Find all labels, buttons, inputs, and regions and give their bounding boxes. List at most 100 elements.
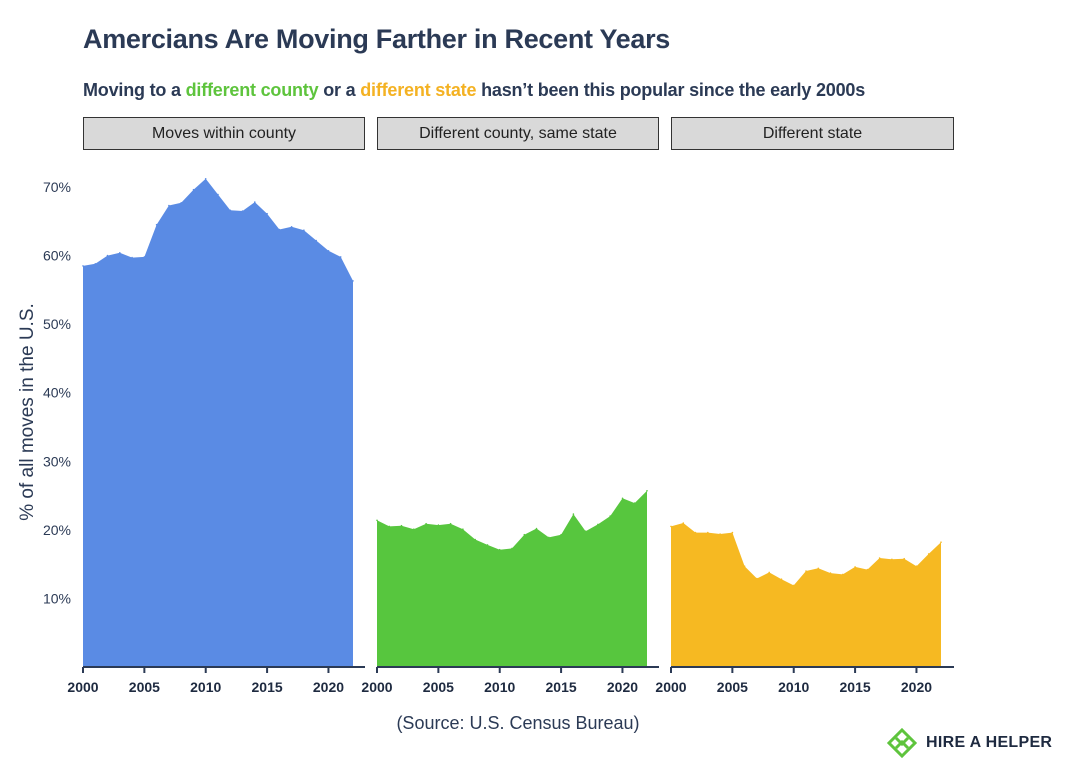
data-point-within-county: [155, 223, 158, 226]
data-point-within-county: [254, 201, 256, 203]
data-point-different-county: [535, 527, 538, 530]
data-point-within-county: [278, 228, 281, 231]
data-point-different-state: [756, 577, 758, 580]
x-tick-label: 2010: [778, 679, 809, 695]
data-point-within-county: [303, 229, 305, 231]
data-point-different-state: [780, 578, 783, 580]
subtitle-part-2: or a: [318, 80, 361, 100]
data-point-different-county: [376, 519, 378, 522]
data-point-different-county: [413, 528, 415, 530]
data-point-different-state: [829, 572, 832, 574]
data-point-different-state: [707, 531, 709, 534]
area-different-county: [377, 490, 647, 667]
data-point-different-county: [498, 548, 501, 551]
data-point-different-county: [609, 515, 611, 517]
data-point-different-state: [927, 553, 930, 555]
data-point-different-county: [621, 497, 624, 500]
x-tick-label: 2015: [546, 679, 577, 695]
data-point-different-state: [854, 566, 856, 568]
data-point-within-county: [180, 202, 182, 204]
y-tick-label: 20%: [43, 522, 71, 538]
y-tick-label: 50%: [43, 316, 71, 332]
data-point-different-state: [792, 584, 795, 587]
data-point-within-county: [352, 280, 354, 282]
data-point-within-county: [119, 252, 121, 254]
data-point-different-state: [682, 522, 685, 524]
data-point-different-county: [400, 524, 403, 527]
data-point-within-county: [131, 256, 133, 259]
x-tick-label: 2015: [840, 679, 871, 695]
x-tick-label: 2020: [901, 679, 932, 695]
data-point-different-county: [523, 533, 526, 536]
data-point-within-county: [94, 263, 97, 265]
data-point-different-state: [731, 531, 734, 534]
data-point-different-county: [560, 533, 562, 536]
data-point-different-county: [425, 522, 427, 525]
data-point-within-county: [106, 254, 109, 257]
x-tick-label: 2010: [190, 679, 221, 695]
data-point-different-state: [817, 567, 820, 570]
data-point-different-state: [866, 568, 869, 571]
y-tick-label: 30%: [43, 453, 71, 469]
data-point-different-state: [694, 531, 697, 534]
area-within-county: [83, 178, 353, 668]
data-point-different-county: [646, 490, 648, 492]
data-point-different-county: [437, 524, 440, 526]
x-tick-label: 2020: [607, 679, 638, 695]
x-tick-label: 2015: [252, 679, 283, 695]
data-point-different-county: [474, 538, 477, 541]
y-tick-label: 60%: [43, 248, 71, 264]
facet-header-different-state: Different state: [671, 117, 954, 150]
facet-header-within-county: Moves within county: [83, 117, 365, 150]
data-point-different-county: [572, 513, 575, 515]
area-different-state: [671, 523, 941, 667]
subtitle-highlight-county: different county: [185, 80, 319, 100]
data-point-within-county: [82, 265, 84, 267]
x-tick-label: 2020: [313, 679, 344, 695]
data-point-within-county: [339, 256, 342, 258]
data-point-within-county: [143, 256, 146, 258]
data-point-within-county: [204, 178, 207, 180]
data-point-within-county: [290, 226, 293, 228]
data-point-within-county: [229, 209, 232, 212]
data-point-within-county: [266, 212, 268, 215]
subtitle-highlight-state: different state: [360, 80, 477, 100]
hire-a-helper-logo-icon: [886, 728, 918, 758]
data-point-different-county: [597, 523, 599, 526]
data-point-different-state: [878, 557, 881, 559]
subtitle-part-1: Moving to a: [83, 80, 186, 100]
source-note: (Source: U.S. Census Bureau): [396, 713, 640, 733]
x-tick-label: 2005: [423, 679, 454, 695]
data-point-within-county: [192, 188, 195, 191]
data-point-different-state: [768, 571, 770, 574]
data-point-different-state: [670, 525, 672, 528]
x-tick-label: 2000: [655, 679, 686, 695]
data-point-different-county: [511, 547, 513, 550]
data-point-different-county: [462, 528, 464, 530]
facet-header-different-county: Different county, same state: [377, 117, 659, 150]
data-point-different-state: [915, 565, 918, 567]
x-tick-label: 2000: [67, 679, 98, 695]
chart-title: Amercians Are Moving Farther in Recent Y…: [83, 24, 671, 54]
x-tick-label: 2010: [484, 679, 515, 695]
data-point-different-state: [805, 570, 807, 572]
brand-logo: HIRE A HELPER: [886, 728, 1052, 758]
x-tick-label: 2005: [717, 679, 748, 695]
data-point-within-county: [315, 239, 318, 242]
data-point-within-county: [168, 204, 170, 207]
data-point-different-county: [449, 522, 452, 525]
data-point-different-state: [719, 533, 721, 535]
subtitle-part-3: hasn’t been this popular since the early…: [476, 80, 866, 100]
data-point-within-county: [217, 193, 219, 196]
y-tick-label: 10%: [43, 590, 71, 606]
data-point-different-county: [633, 502, 636, 504]
data-point-different-state: [940, 541, 942, 543]
data-point-within-county: [327, 250, 330, 252]
data-point-different-county: [548, 536, 550, 539]
data-point-different-county: [584, 530, 587, 532]
chart-subtitle: Moving to a different county or a differ…: [83, 80, 865, 101]
data-point-different-state: [743, 565, 746, 567]
y-tick-label: 70%: [43, 179, 71, 195]
brand-name: HIRE A HELPER: [926, 734, 1053, 751]
